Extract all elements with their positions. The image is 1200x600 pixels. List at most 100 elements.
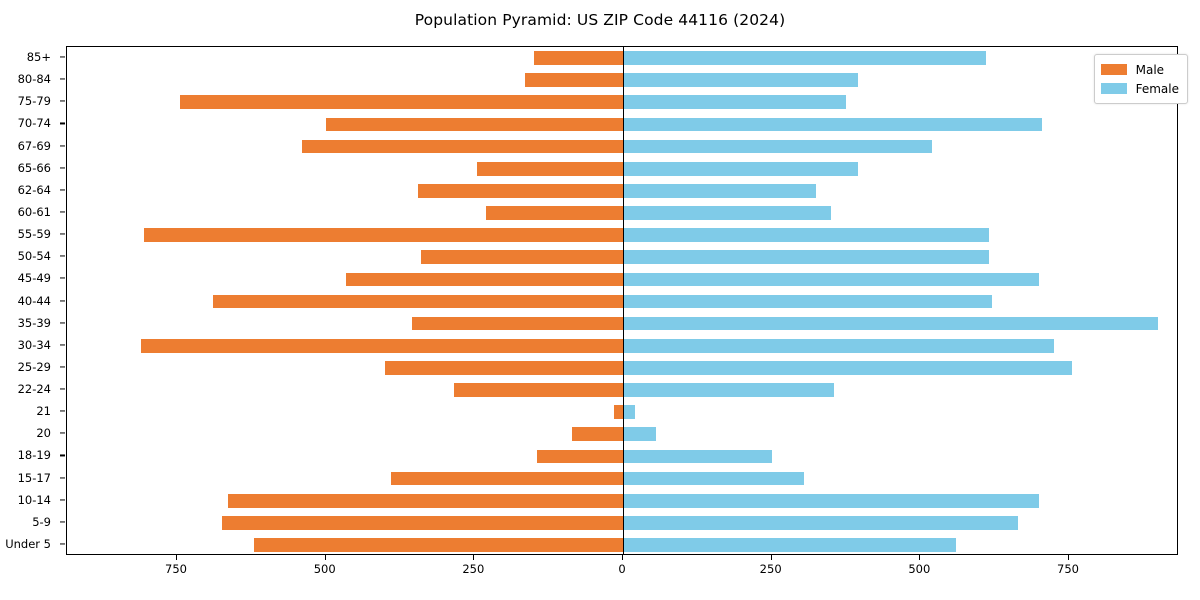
bar-row — [67, 294, 1177, 309]
legend-swatch-male — [1100, 64, 1127, 75]
y-tick-mark — [60, 145, 65, 147]
bar-row — [67, 117, 1177, 132]
y-tick-mark — [60, 299, 65, 302]
bar-male-67-69 — [301, 139, 623, 154]
bar-male-5-9 — [221, 515, 623, 530]
x-tick-label: 750 — [165, 562, 187, 576]
bar-row — [67, 338, 1177, 353]
y-tick-mark — [60, 476, 65, 479]
zero-axis-line — [623, 47, 625, 554]
bar-row — [67, 73, 1177, 88]
y-tick-mark — [60, 78, 65, 80]
legend-swatch-female — [1100, 83, 1127, 94]
y-tick-mark — [60, 255, 65, 257]
y-tick-mark — [60, 432, 65, 434]
y-tick-label: 55-59 — [17, 227, 51, 242]
y-tick-label: 75-79 — [17, 94, 51, 109]
y-tick-mark — [60, 189, 65, 191]
bar-male-30-34 — [141, 338, 623, 353]
legend-label: Female — [1135, 81, 1179, 96]
bar-male-35-39 — [411, 316, 623, 331]
bar-male-22-24 — [453, 383, 623, 397]
bar-female-22-24 — [623, 383, 835, 397]
x-tick-mark — [770, 555, 772, 560]
y-tick-mark — [60, 454, 65, 456]
y-tick-mark — [60, 233, 65, 235]
y-tick-mark — [60, 100, 65, 102]
bar-male-75-79 — [179, 95, 623, 110]
bar-row — [67, 183, 1177, 198]
y-tick-label: 80-84 — [17, 72, 51, 87]
y-axis-tick-labels: 85+ 80-84 75-79 70-74 67-69 65-66 62-64 60-61 55… — [0, 46, 65, 555]
bar-male-10-14 — [227, 493, 623, 508]
bar-row — [67, 538, 1177, 552]
y-tick-label: 25-29 — [17, 359, 51, 374]
y-tick-label: Under 5 — [5, 536, 51, 551]
bar-row — [67, 228, 1177, 242]
bar-female-70-74 — [623, 117, 1043, 132]
bar-row — [67, 361, 1177, 375]
bar-female-21 — [623, 405, 635, 419]
x-tick-mark — [919, 555, 921, 560]
x-axis-tick-marks — [66, 555, 1178, 561]
bar-female-65-66 — [623, 161, 858, 176]
y-tick-mark — [60, 410, 65, 412]
x-tick-label: 250 — [462, 562, 485, 576]
plot-area — [66, 46, 1178, 555]
y-tick-label: 15-17 — [17, 470, 51, 485]
bar-male-21 — [614, 405, 623, 419]
x-tick-label: 250 — [759, 562, 782, 576]
bar-male-62-64 — [417, 183, 623, 198]
bar-female-45-49 — [623, 272, 1040, 287]
bar-female-35-39 — [623, 316, 1159, 331]
bar-male-40-44 — [212, 294, 623, 309]
y-tick-mark — [60, 277, 65, 279]
bar-row — [67, 427, 1177, 442]
bar-female-55-59 — [623, 228, 989, 242]
bar-female-50-54 — [623, 250, 989, 265]
y-tick-mark — [60, 167, 65, 169]
y-tick-label: 35-39 — [17, 315, 51, 330]
bar-female-18-19 — [623, 449, 772, 464]
bar-male-15-17 — [391, 471, 623, 486]
bar-row — [67, 383, 1177, 397]
bar-female-5-9 — [623, 515, 1019, 530]
chart-legend[interactable]: Male Female — [1093, 54, 1188, 104]
bar-female-10-14 — [623, 493, 1040, 508]
bar-row — [67, 493, 1177, 508]
bar-female-62-64 — [623, 183, 817, 198]
bar-male-65-66 — [477, 161, 623, 176]
x-tick-mark — [473, 555, 475, 560]
y-tick-label: 5-9 — [32, 514, 51, 529]
x-tick-mark — [622, 555, 624, 560]
bar-row — [67, 449, 1177, 464]
y-tick-mark — [60, 344, 65, 346]
bar-row — [67, 206, 1177, 220]
bar-row — [67, 405, 1177, 419]
bar-female-25-29 — [623, 361, 1072, 375]
bar-row — [67, 250, 1177, 265]
y-tick-label: 60-61 — [17, 204, 51, 219]
legend-entry-male[interactable]: Male — [1100, 60, 1179, 79]
bar-female-60-61 — [623, 206, 832, 220]
chart-title: Population Pyramid: US ZIP Code 44116 (2… — [414, 11, 786, 29]
bar-male-70-74 — [325, 117, 623, 132]
legend-entry-female[interactable]: Female — [1100, 79, 1179, 98]
x-tick-label: 750 — [1057, 562, 1079, 576]
bar-male-45-49 — [346, 272, 623, 287]
bar-row — [67, 95, 1177, 110]
bar-female-85- — [623, 51, 986, 65]
y-tick-mark — [60, 543, 65, 545]
bar-female-75-79 — [623, 95, 846, 110]
bar-male-25-29 — [385, 361, 623, 375]
y-tick-label: 85+ — [26, 50, 51, 65]
y-tick-label: 65-66 — [17, 160, 51, 175]
bar-male-18-19 — [536, 449, 623, 464]
bar-female-67-69 — [623, 139, 933, 154]
x-tick-label: 0 — [618, 562, 626, 576]
bar-female-under-5 — [623, 538, 956, 552]
bar-row — [67, 161, 1177, 176]
bar-female-30-34 — [623, 338, 1055, 353]
bar-female-40-44 — [623, 294, 992, 309]
